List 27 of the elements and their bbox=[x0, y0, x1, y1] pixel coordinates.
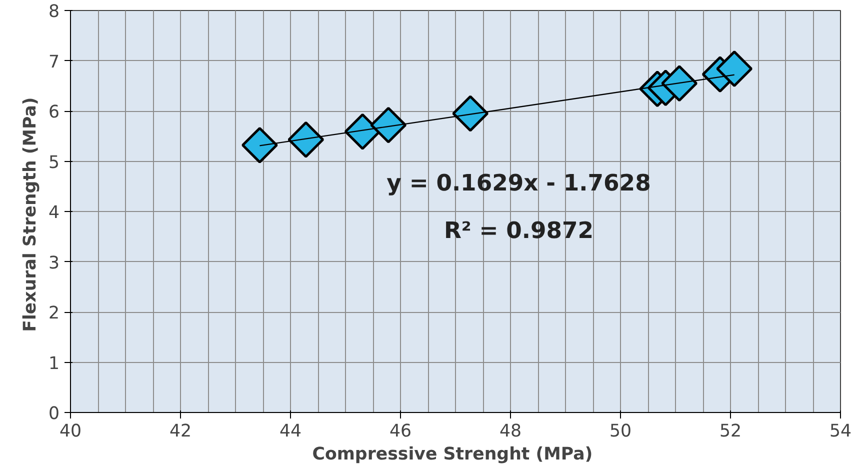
point bbox=[370, 106, 407, 144]
x-tick-label: 44 bbox=[279, 422, 302, 442]
point bbox=[716, 50, 753, 88]
y-tick-label: 7 bbox=[48, 52, 60, 72]
y-tick-label: 2 bbox=[48, 304, 60, 324]
point bbox=[661, 65, 698, 102]
x-axis-title: Compressive Strenght (MPa) bbox=[312, 444, 593, 464]
point bbox=[452, 95, 489, 132]
y-tick-label: 5 bbox=[48, 152, 60, 173]
point bbox=[241, 126, 278, 164]
x-tick-label: 54 bbox=[829, 422, 852, 442]
y-tick-label: 0 bbox=[48, 404, 60, 424]
x-tick-label: 50 bbox=[609, 422, 632, 442]
x-tick-label: 48 bbox=[499, 422, 522, 442]
annotation: R² = 0.9872 bbox=[444, 218, 594, 244]
y-tick-label: 6 bbox=[48, 102, 60, 122]
x-tick-label: 40 bbox=[59, 422, 82, 442]
x-tick-label: 52 bbox=[719, 422, 742, 442]
y-tick-label: 1 bbox=[48, 354, 60, 374]
y-tick-label: 8 bbox=[48, 2, 60, 22]
y-axis-title: Flexural Strength (MPa) bbox=[20, 97, 40, 332]
x-tick-label: 46 bbox=[389, 422, 412, 442]
annotation: y = 0.1629x - 1.7628 bbox=[386, 170, 651, 196]
y-tick-label: 4 bbox=[48, 203, 60, 223]
point bbox=[288, 121, 324, 158]
x-tick-label: 42 bbox=[169, 422, 192, 442]
y-tick-label: 3 bbox=[48, 253, 60, 274]
